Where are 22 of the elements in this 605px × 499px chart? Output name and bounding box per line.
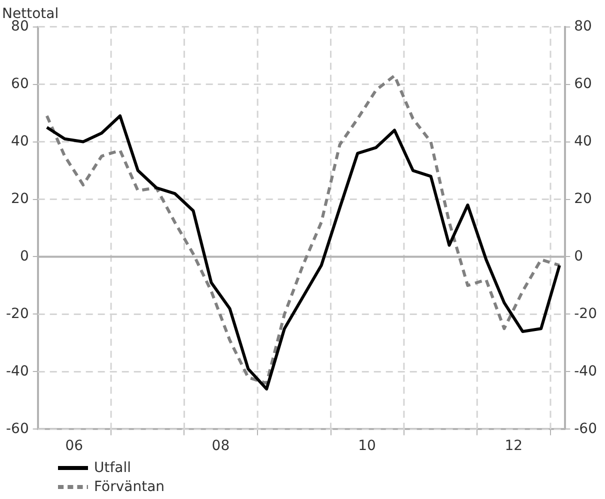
y2-tick-label: 40 (574, 133, 592, 150)
y2-tick-label: 80 (574, 18, 592, 34)
x-tick-label: 12 (504, 438, 523, 454)
legend-label: Utfall (94, 460, 132, 476)
y-tick-label: -60 (6, 420, 29, 437)
y2-tick-label: -60 (574, 420, 598, 437)
y-tick-label: -40 (6, 363, 29, 380)
y-tick-label: 40 (11, 133, 29, 150)
x-tick-label: 06 (65, 438, 84, 454)
y-tick-label: 60 (11, 76, 29, 92)
y2-tick-label: 20 (574, 190, 592, 207)
y2-tick-label: -40 (574, 363, 598, 380)
y2-tick-label: 0 (574, 248, 584, 264)
y-tick-label: 20 (11, 190, 29, 207)
legend-label: Förväntan (94, 478, 165, 494)
y2-tick-label: -20 (574, 306, 598, 322)
y-tick-label: 80 (11, 18, 29, 34)
x-tick-label: 10 (358, 438, 376, 454)
y-tick-label: -20 (6, 306, 29, 322)
x-tick-label: 08 (212, 438, 230, 454)
y2-tick-label: 60 (574, 76, 592, 92)
y-tick-label: 0 (20, 248, 29, 264)
